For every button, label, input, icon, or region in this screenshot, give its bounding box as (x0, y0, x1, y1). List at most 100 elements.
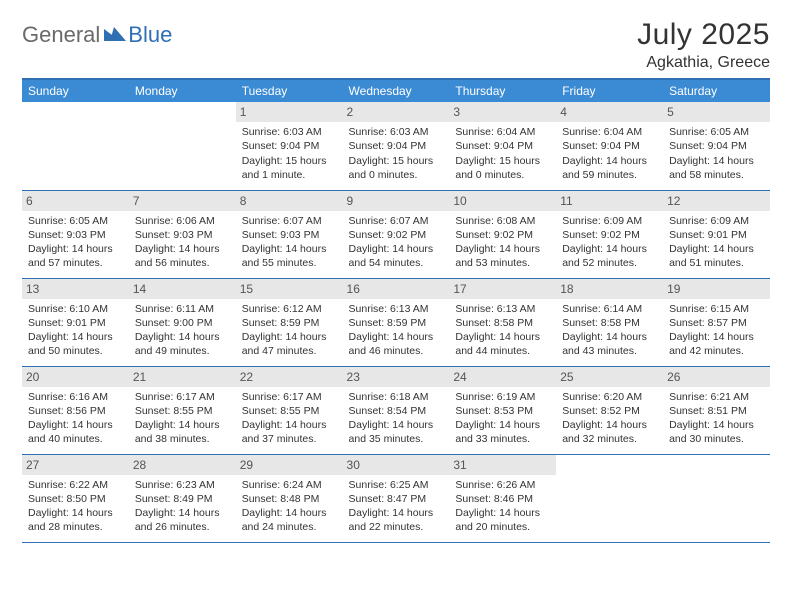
daylight2-text: and 28 minutes. (28, 520, 123, 534)
day-number: 26 (663, 367, 770, 387)
day-number: 31 (449, 455, 556, 475)
daylight2-text: and 24 minutes. (242, 520, 337, 534)
daylight1-text: Daylight: 14 hours (455, 418, 550, 432)
day-cell: 20Sunrise: 6:16 AMSunset: 8:56 PMDayligh… (22, 366, 129, 454)
day-number: 28 (129, 455, 236, 475)
day-number: 22 (236, 367, 343, 387)
day-cell: 25Sunrise: 6:20 AMSunset: 8:52 PMDayligh… (556, 366, 663, 454)
day-number: 18 (556, 279, 663, 299)
day-header: Wednesday (343, 79, 450, 102)
day-cell: 12Sunrise: 6:09 AMSunset: 9:01 PMDayligh… (663, 190, 770, 278)
week-row: 20 Sunrise: 6:16 AMSunset: 8:56 PM Dayligh… (22, 366, 770, 454)
day-cell: 7Sunrise: 6:06 AMSunset: 9:03 PMDaylight… (129, 190, 236, 278)
day-cell: 9Sunrise: 6:07 AMSunset: 9:02 PMDaylight… (343, 190, 450, 278)
day-cell: 16Sunrise: 6:13 AMSunset: 8:59 PMDayligh… (343, 278, 450, 366)
day-cell: 15Sunrise: 6:12 AMSunset: 8:59 PMDayligh… (236, 278, 343, 366)
daylight1-text: Daylight: 14 hours (135, 418, 230, 432)
sunrise-text: Sunrise: 6:14 AM (562, 302, 657, 316)
day-cell-empty (556, 454, 663, 542)
logo-text-blue: Blue (128, 22, 172, 48)
daylight1-text: Daylight: 14 hours (669, 418, 764, 432)
daylight1-text: Daylight: 14 hours (349, 418, 444, 432)
day-number: 10 (449, 191, 556, 211)
sunrise-text: Sunrise: 6:17 AM (135, 390, 230, 404)
calendar-grid: Sunday Monday Tuesday Wednesday Thursday… (22, 78, 770, 543)
day-header-row: Sunday Monday Tuesday Wednesday Thursday… (22, 79, 770, 102)
daylight1-text: Daylight: 14 hours (135, 330, 230, 344)
daylight1-text: Daylight: 14 hours (562, 418, 657, 432)
daylight1-text: Daylight: 15 hours (242, 154, 337, 168)
daylight2-text: and 43 minutes. (562, 344, 657, 358)
title-block: July 2025 Agkathia, Greece (637, 18, 770, 72)
sunrise-text: Sunrise: 6:18 AM (349, 390, 444, 404)
daylight2-text: and 42 minutes. (669, 344, 764, 358)
sunset-text: Sunset: 8:58 PM (455, 316, 550, 330)
daylight2-text: and 52 minutes. (562, 256, 657, 270)
sunset-text: Sunset: 9:01 PM (669, 228, 764, 242)
daylight1-text: Daylight: 14 hours (28, 330, 123, 344)
day-cell-empty (129, 102, 236, 190)
sunrise-text: Sunrise: 6:23 AM (135, 478, 230, 492)
sunrise-text: Sunrise: 6:24 AM (242, 478, 337, 492)
sunset-text: Sunset: 8:52 PM (562, 404, 657, 418)
sunset-text: Sunset: 9:03 PM (242, 228, 337, 242)
sunrise-text: Sunrise: 6:12 AM (242, 302, 337, 316)
daylight2-text: and 37 minutes. (242, 432, 337, 446)
sunrise-text: Sunrise: 6:06 AM (135, 214, 230, 228)
sunrise-text: Sunrise: 6:26 AM (455, 478, 550, 492)
sunrise-text: Sunrise: 6:25 AM (349, 478, 444, 492)
day-number: 7 (129, 191, 236, 211)
daylight2-text: and 33 minutes. (455, 432, 550, 446)
day-number: 8 (236, 191, 343, 211)
day-number: 20 (22, 367, 129, 387)
daylight1-text: Daylight: 15 hours (455, 154, 550, 168)
day-number: 9 (343, 191, 450, 211)
daylight2-text: and 40 minutes. (28, 432, 123, 446)
logo-triangle-icon (104, 25, 126, 46)
sunset-text: Sunset: 9:02 PM (455, 228, 550, 242)
day-cell: 19Sunrise: 6:15 AMSunset: 8:57 PMDayligh… (663, 278, 770, 366)
day-header: Friday (556, 79, 663, 102)
daylight2-text: and 59 minutes. (562, 168, 657, 182)
daylight1-text: Daylight: 14 hours (242, 418, 337, 432)
sunset-text: Sunset: 8:59 PM (349, 316, 444, 330)
sunset-text: Sunset: 9:00 PM (135, 316, 230, 330)
day-cell: 11Sunrise: 6:09 AMSunset: 9:02 PMDayligh… (556, 190, 663, 278)
daylight2-text: and 1 minute. (242, 168, 337, 182)
header-row: General Blue July 2025 Agkathia, Greece (22, 18, 770, 72)
sunrise-text: Sunrise: 6:19 AM (455, 390, 550, 404)
sunset-text: Sunset: 8:48 PM (242, 492, 337, 506)
daylight2-text: and 58 minutes. (669, 168, 764, 182)
day-number: 4 (556, 102, 663, 122)
sunset-text: Sunset: 9:04 PM (669, 139, 764, 153)
sunset-text: Sunset: 8:56 PM (28, 404, 123, 418)
sunset-text: Sunset: 9:04 PM (242, 139, 337, 153)
daylight1-text: Daylight: 14 hours (135, 242, 230, 256)
day-number: 29 (236, 455, 343, 475)
day-cell: 28Sunrise: 6:23 AMSunset: 8:49 PMDayligh… (129, 454, 236, 542)
sunrise-text: Sunrise: 6:13 AM (455, 302, 550, 316)
daylight2-text: and 0 minutes. (455, 168, 550, 182)
day-number: 13 (22, 279, 129, 299)
day-number: 15 (236, 279, 343, 299)
sunrise-text: Sunrise: 6:16 AM (28, 390, 123, 404)
sunset-text: Sunset: 8:59 PM (242, 316, 337, 330)
sunrise-text: Sunrise: 6:15 AM (669, 302, 764, 316)
daylight2-text: and 30 minutes. (669, 432, 764, 446)
daylight1-text: Daylight: 14 hours (349, 242, 444, 256)
daylight1-text: Daylight: 14 hours (562, 330, 657, 344)
day-number: 25 (556, 367, 663, 387)
day-number: 5 (663, 102, 770, 122)
daylight2-text: and 22 minutes. (349, 520, 444, 534)
day-number: 12 (663, 191, 770, 211)
sunset-text: Sunset: 9:03 PM (28, 228, 123, 242)
daylight2-text: and 20 minutes. (455, 520, 550, 534)
day-number: 14 (129, 279, 236, 299)
daylight1-text: Daylight: 14 hours (455, 242, 550, 256)
day-number: 19 (663, 279, 770, 299)
day-number: 23 (343, 367, 450, 387)
day-cell: 5Sunrise: 6:05 AMSunset: 9:04 PMDaylight… (663, 102, 770, 190)
sunset-text: Sunset: 8:54 PM (349, 404, 444, 418)
week-row: 13Sunrise: 6:10 AMSunset: 9:01 PMDayligh… (22, 278, 770, 366)
day-number: 6 (22, 191, 129, 211)
